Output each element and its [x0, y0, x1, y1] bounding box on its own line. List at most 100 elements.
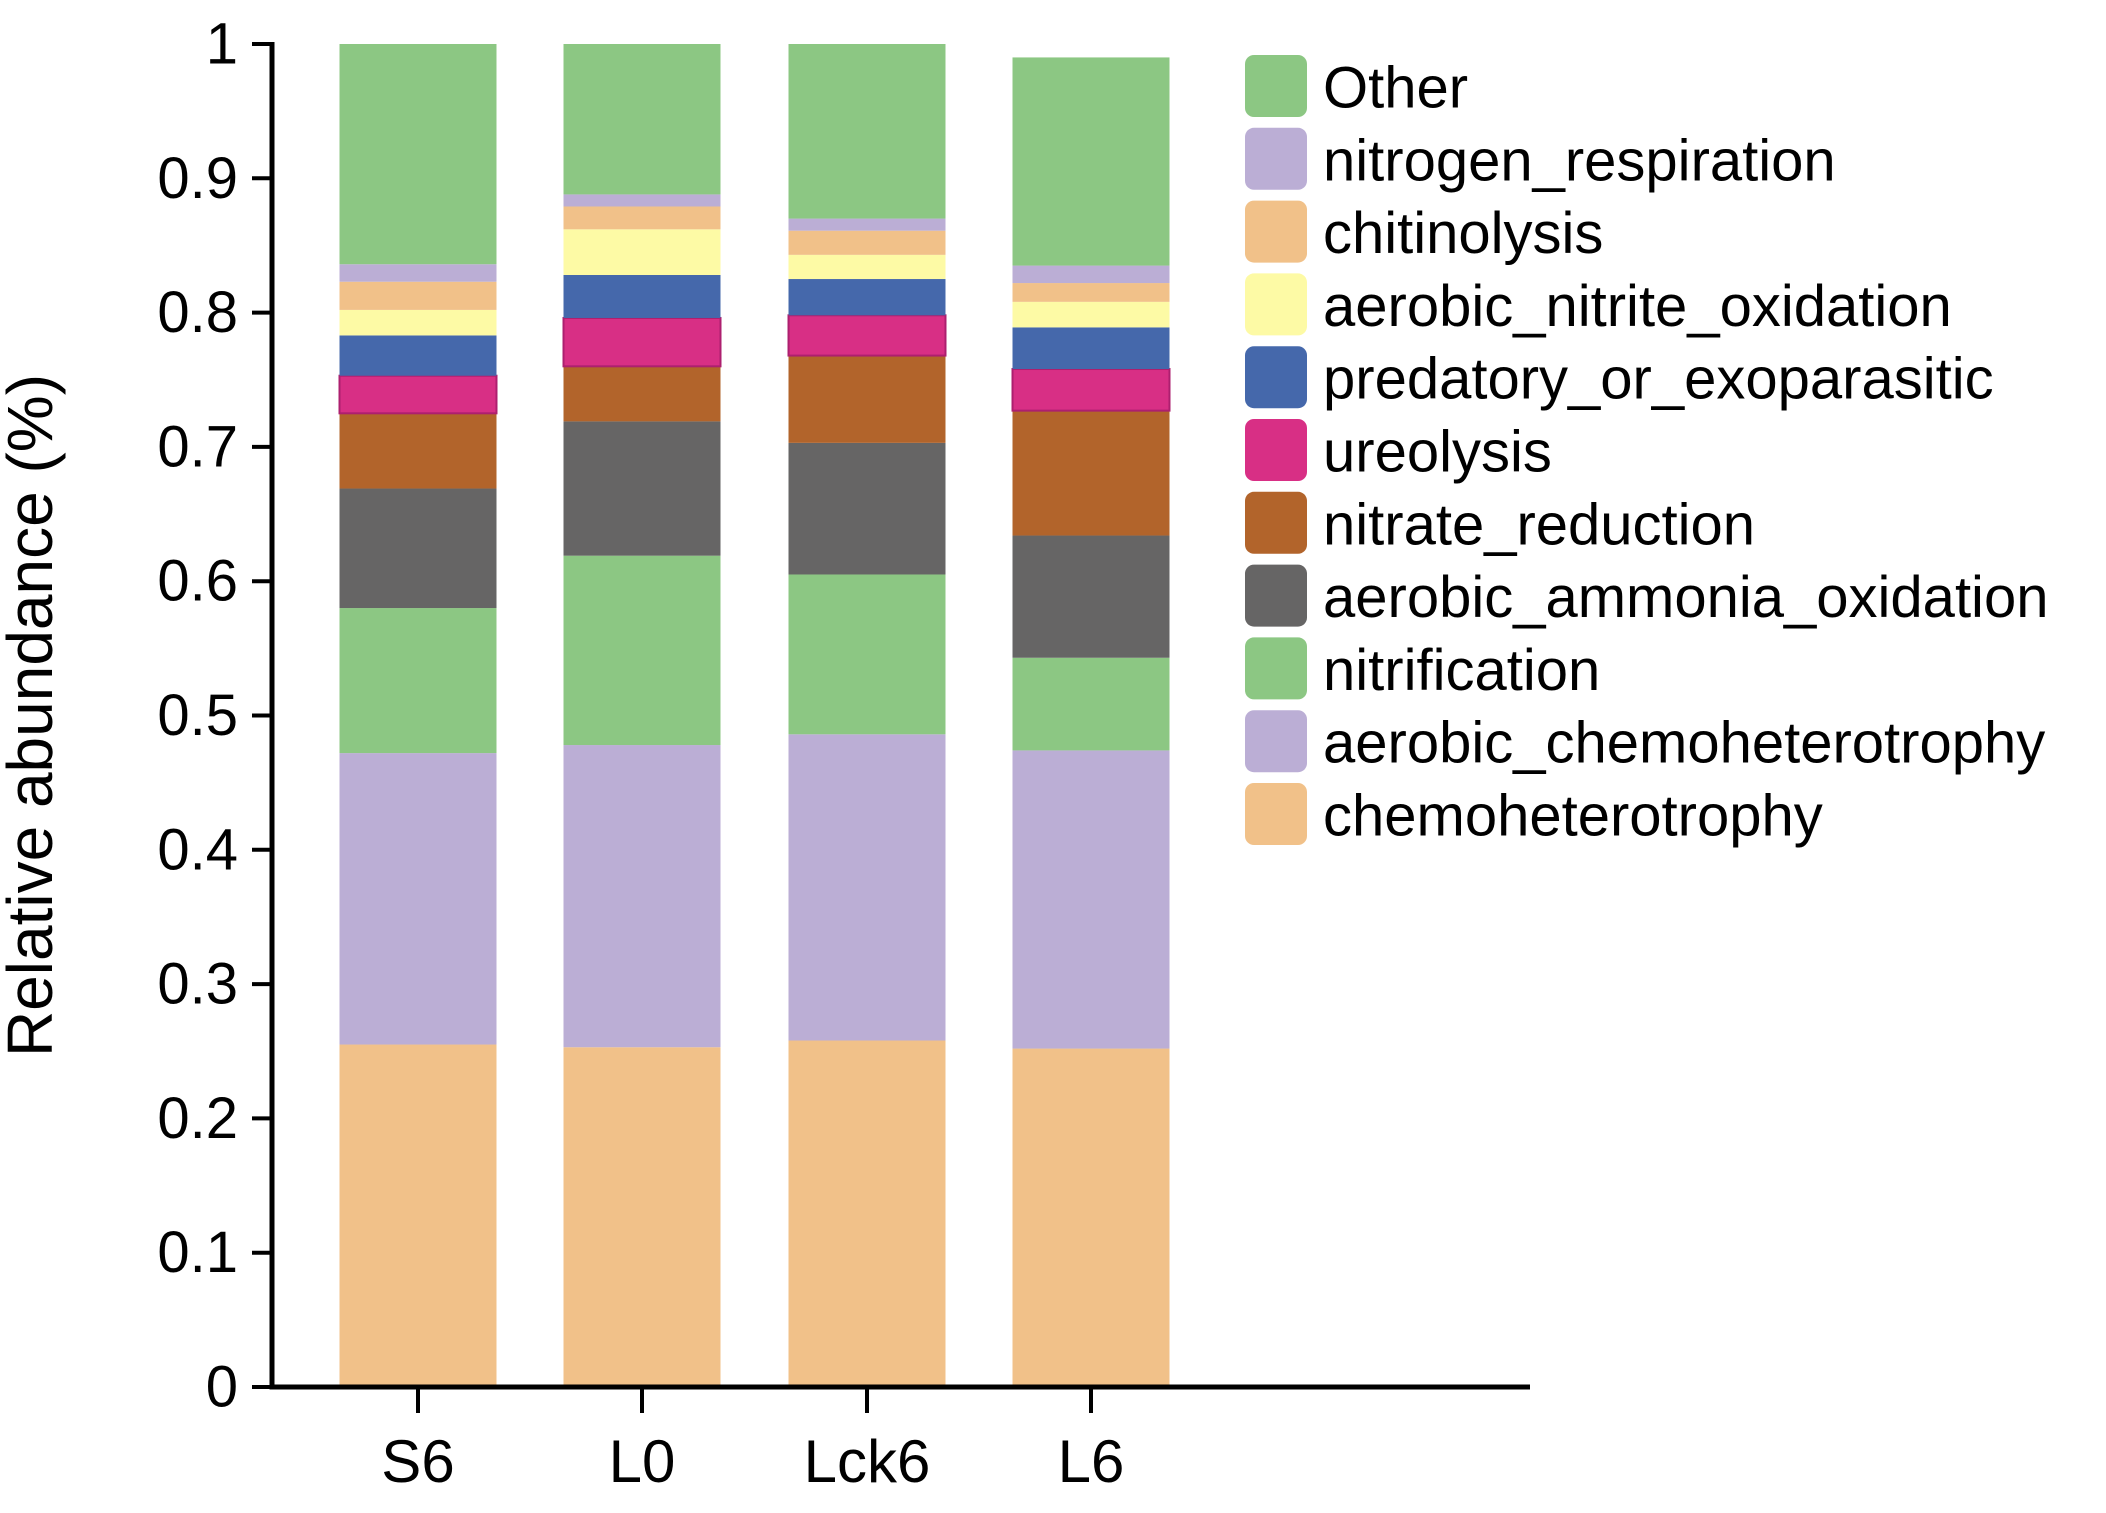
y-tick-label: 0.2	[157, 1086, 238, 1151]
bar-segment-L0-chemoheterotrophy	[563, 1047, 721, 1387]
bar-segment-S6-Other	[339, 44, 497, 265]
axes-group: 0 0.1 0.2 0.3 0.4 0.5 0.6 0.7 0.8 0.9 1 S6 L0 Lck6 L6 R…	[0, 12, 1530, 1495]
y-tick-label: 0.6	[157, 549, 238, 614]
legend-item-predatory_or_exoparasitic: predatory_or_exoparasitic	[1245, 346, 1994, 412]
bar-segment-S6-nitrate_reduction	[339, 413, 497, 489]
bar-segment-L6-aerobic_chemoheterotrophy	[1012, 750, 1170, 1049]
legend-label-nitrogen_respiration: nitrogen_respiration	[1323, 128, 1836, 193]
legend-item-aerobic_ammonia_oxidation: aerobic_ammonia_oxidation	[1245, 564, 2048, 630]
y-tick-label: 0.9	[157, 146, 238, 211]
legend-swatch-aerobic_nitrite_oxidation	[1245, 273, 1307, 336]
legend-item-chitinolysis: chitinolysis	[1245, 200, 1603, 266]
bar-segment-S6-aerobic_ammonia_oxidation	[339, 488, 497, 609]
legend-label-ureolysis: ureolysis	[1323, 420, 1552, 485]
x-tick-label-Lck6: Lck6	[804, 1428, 931, 1495]
legend-swatch-Other	[1245, 55, 1307, 117]
x-tick-label-L6: L6	[1058, 1428, 1125, 1495]
legend-swatch-predatory_or_exoparasitic	[1245, 346, 1307, 409]
bar-segment-S6-nitrogen_respiration	[339, 264, 497, 282]
bar-segment-L0-aerobic_chemoheterotrophy	[563, 745, 721, 1048]
bar-segment-L0-nitrogen_respiration	[563, 194, 721, 207]
legend-swatch-aerobic_chemoheterotrophy	[1245, 710, 1307, 773]
x-tick-label-S6: S6	[381, 1428, 454, 1495]
legend-swatch-nitrification	[1245, 637, 1307, 700]
legend-item-ureolysis: ureolysis	[1245, 419, 1552, 485]
bar-segment-Lck6-chemoheterotrophy	[788, 1040, 946, 1387]
bar-segment-S6-chitinolysis	[339, 281, 497, 310]
y-tick-label: 0.7	[157, 414, 238, 479]
bar-segment-S6-aerobic_chemoheterotrophy	[339, 753, 497, 1045]
bar-segment-L6-predatory_or_exoparasitic	[1012, 327, 1170, 370]
bar-segment-L6-nitrogen_respiration	[1012, 265, 1170, 284]
legend-swatch-chemoheterotrophy	[1245, 783, 1307, 845]
y-tick-label: 1	[206, 12, 238, 77]
bar-segment-S6-ureolysis	[338, 374, 498, 415]
bar-segment-L6-aerobic_nitrite_oxidation	[1012, 301, 1170, 328]
legend-label-predatory_or_exoparasitic: predatory_or_exoparasitic	[1323, 347, 1994, 412]
y-tick-label: 0.3	[157, 952, 238, 1017]
bar-segment-L0-predatory_or_exoparasitic	[563, 274, 721, 318]
legend-item-aerobic_chemoheterotrophy: aerobic_chemoheterotrophy	[1245, 710, 2045, 776]
legend-swatch-ureolysis	[1245, 419, 1307, 481]
legend-label-aerobic_chemoheterotrophy: aerobic_chemoheterotrophy	[1323, 711, 2045, 776]
bar-segment-L6-chitinolysis	[1012, 283, 1170, 302]
bar-segment-S6-nitrification	[339, 608, 497, 754]
y-axis-title: Relative abundance (%)	[0, 374, 66, 1057]
bar-segment-L6-Other	[1012, 57, 1170, 266]
bar-segment-Lck6-aerobic_chemoheterotrophy	[788, 734, 946, 1041]
bar-Lck6	[787, 44, 947, 1387]
legend: Other nitrogen_respiration chitinolysis aer…	[1245, 55, 2048, 849]
legend-swatch-nitrate_reduction	[1245, 491, 1307, 554]
legend-label-Other: Other	[1323, 56, 1468, 121]
bar-S6	[338, 44, 498, 1387]
bar-segment-Lck6-aerobic_ammonia_oxidation	[788, 442, 946, 575]
bar-segment-L6-chemoheterotrophy	[1012, 1048, 1170, 1387]
legend-item-Other: Other	[1245, 55, 1468, 121]
legend-item-nitrification: nitrification	[1245, 637, 1600, 703]
bar-L6	[1011, 57, 1171, 1387]
bar-L0	[562, 44, 722, 1387]
legend-label-aerobic_nitrite_oxidation: aerobic_nitrite_oxidation	[1323, 274, 1952, 339]
legend-swatch-chitinolysis	[1245, 200, 1307, 263]
bar-segment-L6-ureolysis	[1011, 368, 1171, 412]
y-tick-label: 0.4	[157, 817, 238, 882]
legend-label-chitinolysis: chitinolysis	[1323, 201, 1603, 266]
legend-label-nitrate_reduction: nitrate_reduction	[1323, 492, 1755, 557]
legend-swatch-aerobic_ammonia_oxidation	[1245, 564, 1307, 627]
bar-segment-S6-aerobic_nitrite_oxidation	[339, 309, 497, 336]
bar-segment-Lck6-ureolysis	[787, 314, 947, 357]
y-tick-label: 0	[206, 1355, 238, 1420]
bar-segment-L0-aerobic_ammonia_oxidation	[563, 421, 721, 556]
bar-segment-Lck6-nitrate_reduction	[788, 355, 946, 443]
bar-segment-L0-nitrate_reduction	[563, 366, 721, 422]
legend-item-chemoheterotrophy: chemoheterotrophy	[1245, 783, 1823, 849]
bar-segment-S6-predatory_or_exoparasitic	[339, 335, 497, 376]
legend-item-nitrogen_respiration: nitrogen_respiration	[1245, 127, 1836, 193]
x-tick-label-L0: L0	[609, 1428, 676, 1495]
bars-group	[338, 44, 1171, 1387]
legend-label-nitrification: nitrification	[1323, 638, 1600, 703]
bar-segment-Lck6-nitrogen_respiration	[788, 218, 946, 231]
bar-segment-Lck6-nitrification	[788, 574, 946, 735]
bar-segment-Lck6-predatory_or_exoparasitic	[788, 279, 946, 316]
legend-item-aerobic_nitrite_oxidation: aerobic_nitrite_oxidation	[1245, 273, 1952, 339]
legend-item-nitrate_reduction: nitrate_reduction	[1245, 491, 1755, 557]
y-tick-label: 0.8	[157, 280, 238, 345]
bar-segment-L0-aerobic_nitrite_oxidation	[563, 229, 721, 275]
legend-label-aerobic_ammonia_oxidation: aerobic_ammonia_oxidation	[1323, 565, 2048, 630]
bar-segment-L6-nitrification	[1012, 657, 1170, 751]
bar-segment-L0-ureolysis	[562, 316, 722, 368]
y-tick-label: 0.5	[157, 683, 238, 748]
bar-segment-L6-aerobic_ammonia_oxidation	[1012, 535, 1170, 658]
bar-segment-L0-Other	[563, 44, 721, 195]
bar-segment-L0-chitinolysis	[563, 206, 721, 230]
bar-segment-L6-nitrate_reduction	[1012, 410, 1170, 536]
y-tick-label: 0.1	[157, 1220, 238, 1285]
legend-label-chemoheterotrophy: chemoheterotrophy	[1323, 784, 1823, 849]
bar-segment-Lck6-aerobic_nitrite_oxidation	[788, 254, 946, 280]
bar-segment-Lck6-chitinolysis	[788, 230, 946, 255]
legend-swatch-nitrogen_respiration	[1245, 127, 1307, 190]
bar-segment-L0-nitrification	[563, 555, 721, 746]
